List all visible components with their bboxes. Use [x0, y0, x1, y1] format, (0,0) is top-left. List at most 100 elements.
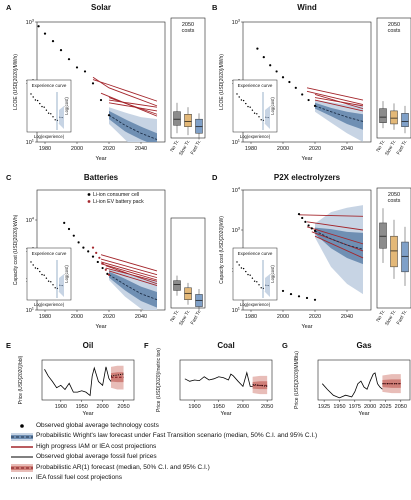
series-marker	[87, 193, 91, 196]
inset-point	[256, 113, 258, 115]
y-tick-label: 103	[232, 18, 241, 27]
inset-point	[260, 287, 262, 289]
projection-line	[108, 97, 158, 115]
observed-point	[256, 47, 259, 50]
y-axis-label: Capacity cost (USD[2020]/kWh)	[13, 214, 19, 285]
box-iqr	[184, 114, 192, 127]
inset-median	[58, 116, 65, 119]
tick-exponent: 1	[32, 138, 35, 143]
observed-point	[63, 221, 66, 225]
inset-point	[256, 281, 258, 283]
observed-point	[67, 227, 71, 231]
observed-point	[95, 251, 98, 255]
observed-point	[294, 86, 297, 89]
inset-point	[52, 284, 54, 286]
x-tick-label: 2040	[341, 146, 353, 152]
plot-content	[256, 47, 364, 142]
observed-price-line	[184, 371, 253, 388]
box-iqr	[379, 222, 387, 249]
inset-point	[36, 99, 39, 102]
observed-point	[301, 216, 304, 220]
tick-base: 10	[26, 140, 32, 146]
x-axis-label: Year	[220, 411, 231, 417]
tick-base: 10	[232, 20, 238, 26]
panel-b: BWind1980200020202040Year101102103LCOE (…	[212, 3, 411, 162]
x-axis-label: Year	[301, 324, 312, 330]
x-axis-label: Year	[95, 156, 106, 162]
cost-2050-boxplot: No Tr.Slow Tr.Fast Tr.	[169, 217, 206, 327]
plot-content	[184, 371, 268, 395]
inset-point	[34, 267, 37, 269]
inset-point	[45, 109, 48, 111]
inset-x-label: Log(experience)	[240, 134, 271, 139]
red-line-icon	[8, 442, 36, 452]
panel-letter: C	[6, 173, 12, 182]
plot-content	[44, 365, 124, 397]
legend-label: Probabilistic Wright's law forecast unde…	[36, 432, 318, 440]
box-iqr	[401, 113, 409, 127]
panel-letter: A	[6, 3, 12, 12]
tick-base: 10	[26, 308, 32, 314]
projection-line	[314, 235, 364, 259]
panel-letter: D	[212, 173, 218, 182]
inset-point	[240, 99, 243, 101]
observed-point	[91, 82, 95, 85]
inset-point	[50, 113, 52, 115]
inset-point	[30, 261, 32, 263]
y-axis-label: Price (USD[2020]/bbl)	[18, 355, 24, 404]
tick-base: 10	[232, 228, 238, 234]
inset-point	[32, 96, 34, 98]
inset-median	[264, 116, 271, 119]
observed-point	[107, 114, 111, 117]
x-tick-label: 2000	[97, 404, 109, 410]
x-tick-label: 2020	[309, 314, 321, 320]
observed-point	[101, 262, 104, 265]
panel-e: E Oil 1900 1950 2000 2050 Year Price (USD[2020]…	[6, 341, 135, 417]
projection-line	[100, 254, 158, 272]
x-tick-label: 2020	[103, 314, 115, 320]
y-axis-label: Price (USD[2020]/metric ton)	[156, 348, 162, 412]
observed-point	[310, 227, 313, 230]
inset-point	[238, 96, 240, 98]
observed-point	[87, 250, 90, 253]
boxplot-title: 2050	[388, 192, 400, 198]
legend-item-iea-fossil: IEA fossil fuel cost projections	[8, 473, 408, 483]
x-tick-label: 1950	[213, 404, 225, 410]
tick-exponent: 4	[238, 186, 241, 191]
observed-point	[275, 70, 278, 73]
series-marker	[87, 200, 91, 203]
x-tick-label: 1980	[245, 146, 257, 152]
observed-price-line	[321, 372, 383, 399]
x-tick-label: 2020	[103, 146, 115, 152]
box-category-label: Fast Tr.	[190, 139, 203, 156]
panel-c: CBatteries1980200020202040Year1011021031…	[6, 173, 206, 330]
inset-point	[253, 280, 256, 282]
inset-point	[36, 267, 39, 270]
panel-title: Gas	[356, 341, 372, 350]
observed-point	[304, 220, 307, 223]
forecast-ci50-band	[109, 110, 157, 142]
panel-g: G Gas 1925 1950 1975 2000 2025 2050 Year Price (U…	[282, 341, 411, 417]
panel-title: Solar	[91, 3, 111, 12]
observed-point	[289, 292, 293, 296]
observed-point	[313, 298, 317, 301]
projection-line	[314, 99, 364, 112]
x-axis-label: Year	[301, 156, 312, 162]
x-tick-label: 2050	[261, 404, 273, 410]
box-iqr	[390, 110, 398, 125]
inset-point	[242, 99, 245, 102]
x-tick-label: 1900	[55, 404, 67, 410]
inset-point	[251, 277, 254, 279]
box-category-label: Fast Tr.	[396, 139, 409, 156]
inset-point	[251, 109, 254, 111]
inset-point	[249, 274, 251, 276]
plot-content	[321, 372, 401, 399]
projection-line	[306, 90, 364, 106]
panel-letter: G	[282, 341, 288, 350]
panel-title: P2X electrolyzers	[274, 173, 341, 182]
inset-point	[52, 116, 54, 118]
tick-exponent: 1	[32, 306, 35, 311]
y-axis-label: LCOE (USD[2020]/MWh)	[13, 54, 19, 110]
projection-line	[298, 214, 364, 217]
